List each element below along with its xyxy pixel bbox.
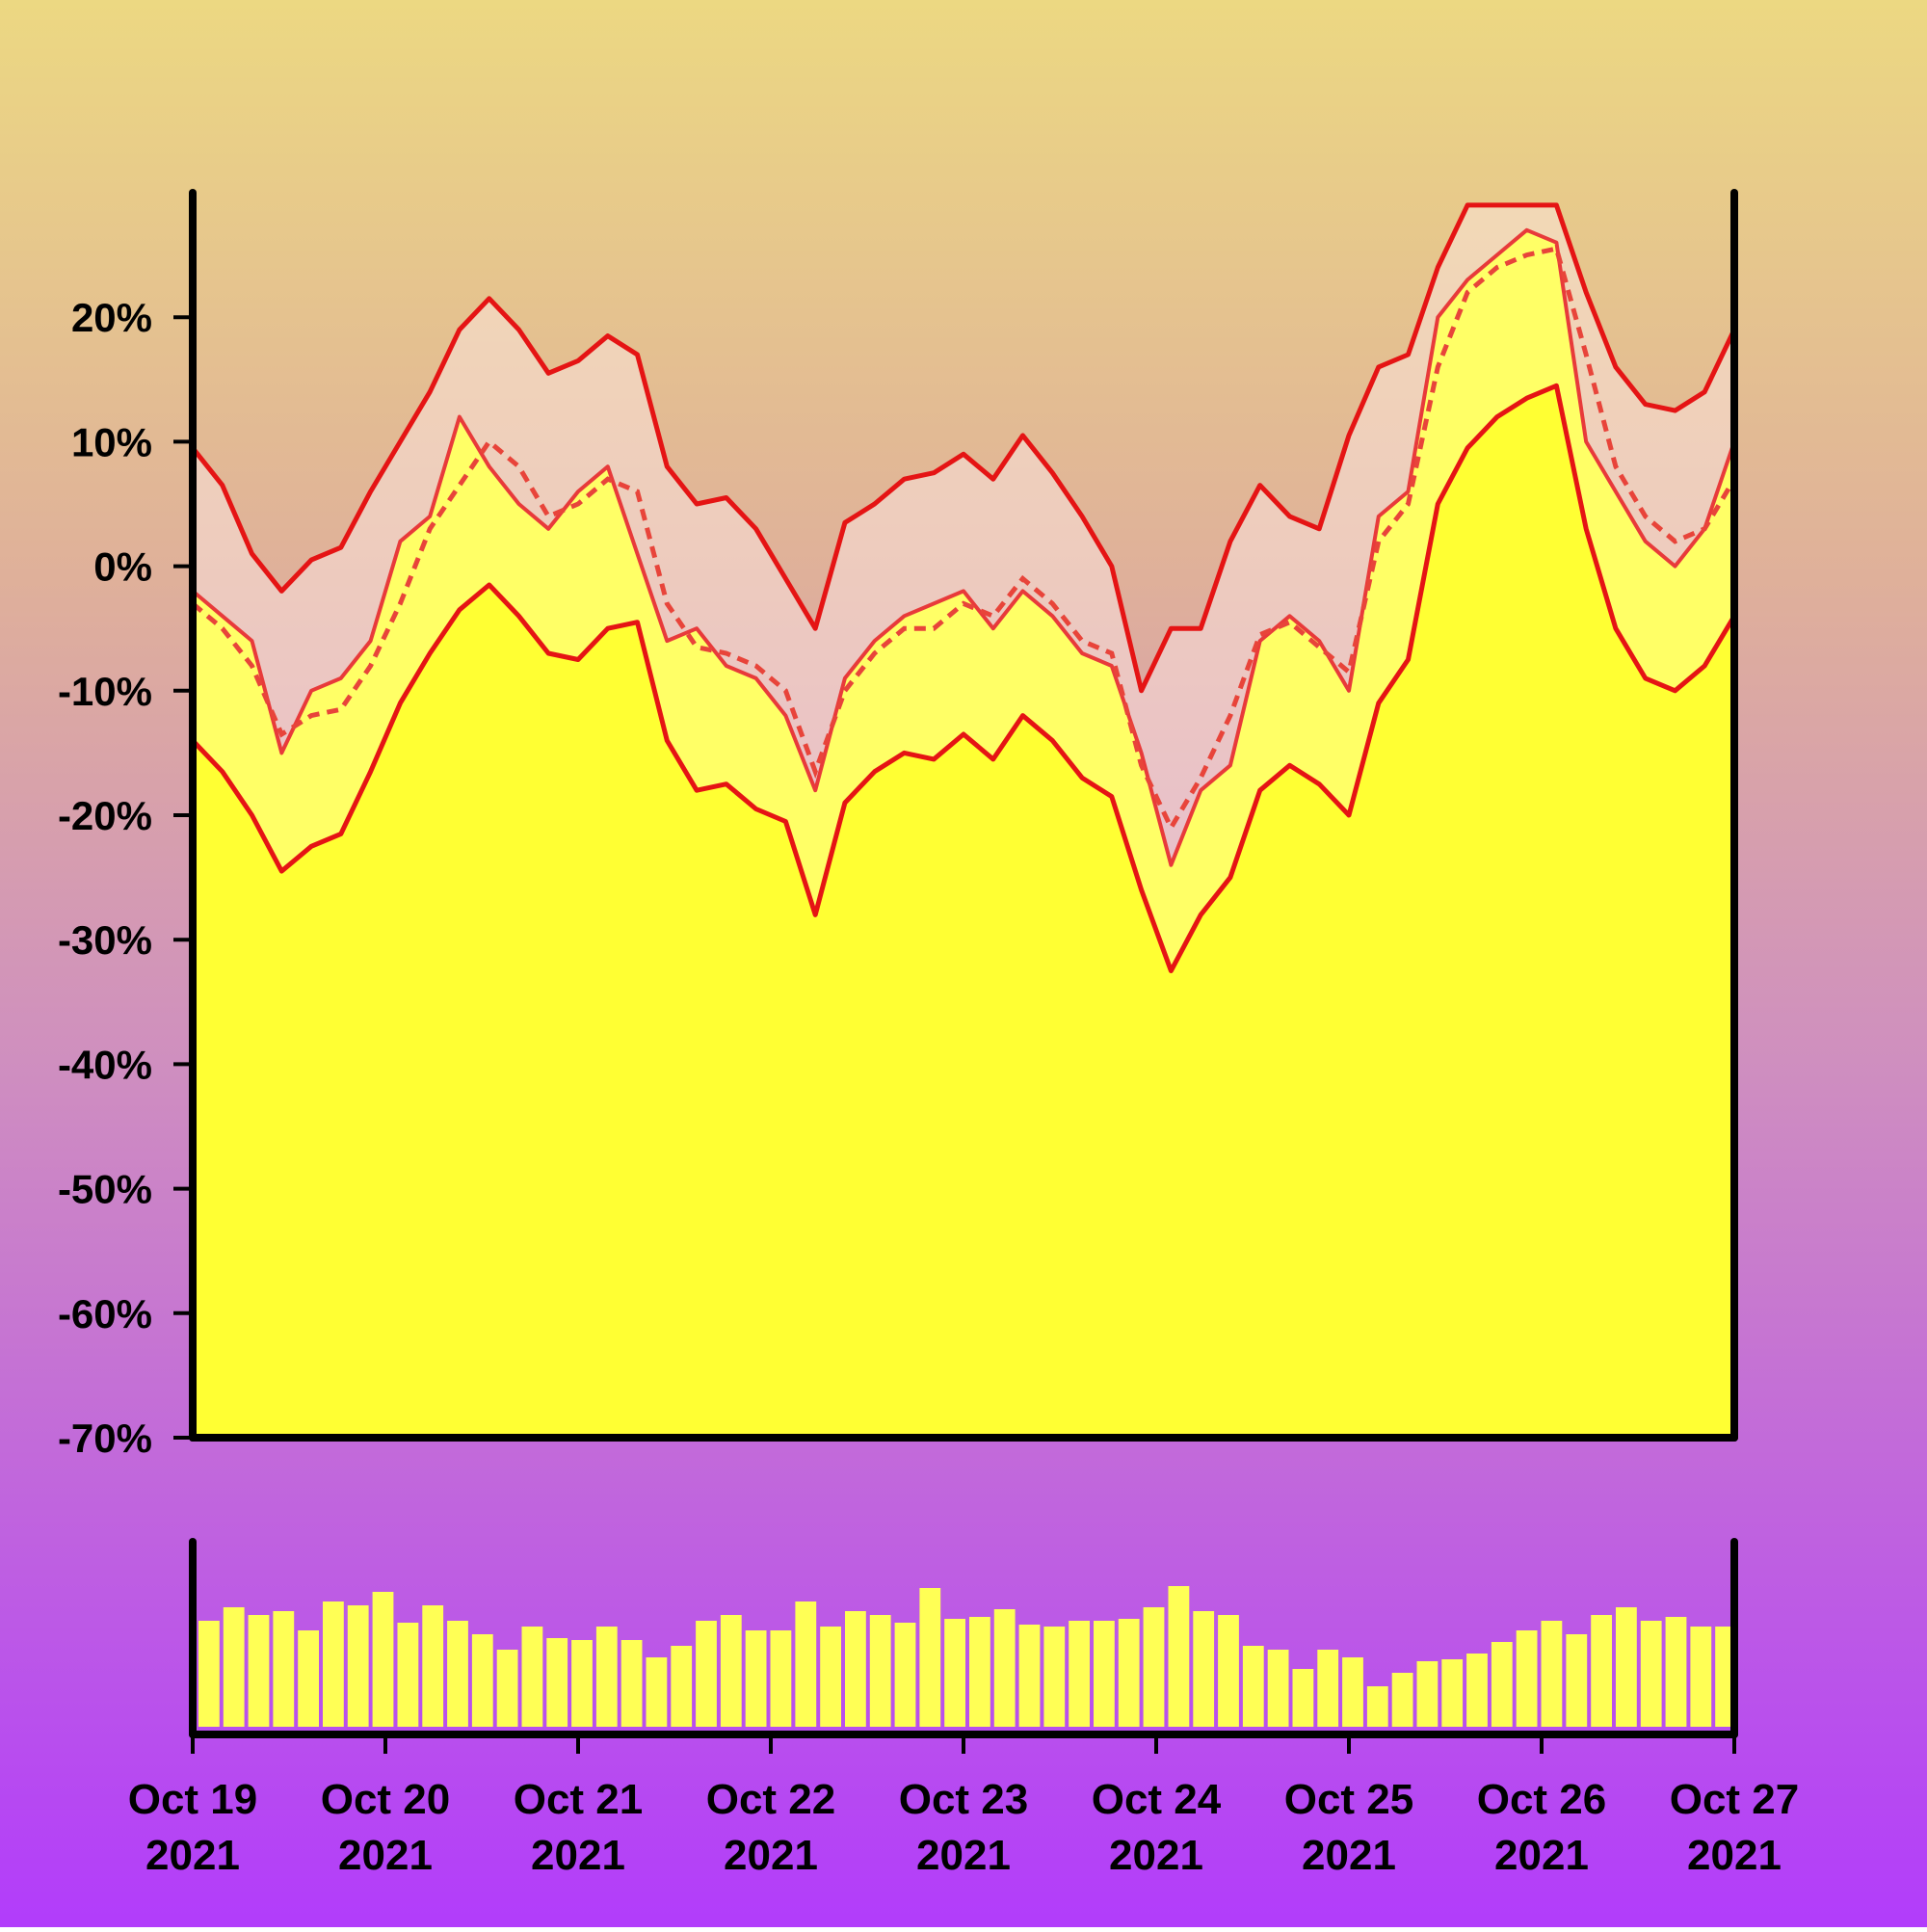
volume-bar xyxy=(1665,1617,1687,1727)
volume-bar xyxy=(1690,1627,1712,1727)
volume-bar xyxy=(795,1601,817,1727)
x-tick-label-year: 2021 xyxy=(531,1832,625,1879)
volume-bar xyxy=(223,1607,245,1727)
y-tick-label: -20% xyxy=(58,793,152,838)
volume-bar xyxy=(1069,1621,1090,1727)
volume-bar xyxy=(1193,1611,1215,1727)
volume-bar xyxy=(347,1605,369,1727)
x-tick-label-year: 2021 xyxy=(724,1832,818,1879)
volume-bar xyxy=(696,1621,717,1727)
volume-bar xyxy=(323,1601,344,1727)
volume-bar xyxy=(571,1640,593,1727)
volume-bar xyxy=(248,1615,270,1727)
observed-line xyxy=(191,227,1736,867)
volume-bar xyxy=(646,1657,668,1727)
y-tick-label: -60% xyxy=(58,1291,152,1337)
x-tick-label-year: 2021 xyxy=(1302,1832,1396,1879)
volume-bar xyxy=(993,1609,1016,1727)
y-tick-label: -50% xyxy=(58,1167,152,1212)
volume-bar xyxy=(845,1611,866,1727)
volume-bar xyxy=(1616,1607,1637,1727)
x-tick-label-date: Oct 21 xyxy=(514,1776,644,1823)
mean-line xyxy=(191,246,1737,834)
volume-bar xyxy=(969,1617,990,1727)
volume-bar xyxy=(1118,1619,1140,1727)
volume-bar xyxy=(1043,1627,1066,1727)
volume-bar xyxy=(1516,1630,1538,1727)
x-tick-label-year: 2021 xyxy=(145,1832,240,1879)
volume-bar xyxy=(521,1627,543,1727)
volume-bar xyxy=(1267,1650,1289,1727)
volume-bar xyxy=(944,1619,965,1727)
y-tick-label: 20% xyxy=(71,295,152,340)
volume-bar xyxy=(496,1650,518,1727)
volume-bar xyxy=(1292,1669,1314,1727)
volume-bar xyxy=(894,1623,916,1727)
volume-bar xyxy=(1441,1659,1464,1727)
volume-bar xyxy=(1342,1657,1363,1727)
x-tick-label-date: Oct 23 xyxy=(899,1776,1029,1823)
volume-bar xyxy=(1640,1621,1662,1727)
volume-bar xyxy=(1541,1621,1563,1727)
y-tick-label: -70% xyxy=(58,1416,152,1461)
volume-bar xyxy=(422,1605,444,1727)
volume-bar xyxy=(770,1630,792,1727)
x-tick-label-year: 2021 xyxy=(1109,1832,1203,1879)
volume-bar xyxy=(745,1630,767,1727)
x-tick-label-year: 2021 xyxy=(916,1832,1011,1879)
y-tick-label: -40% xyxy=(58,1042,152,1087)
volume-bar xyxy=(1466,1654,1488,1727)
x-tick-label-date: Oct 24 xyxy=(1092,1776,1222,1823)
volume-plot xyxy=(198,1586,1736,1727)
volume-bar xyxy=(1018,1625,1041,1727)
volume-bar xyxy=(1143,1607,1165,1727)
volume-bar xyxy=(1391,1673,1413,1727)
x-tick-label-date: Oct 26 xyxy=(1477,1776,1607,1823)
volume-bar xyxy=(1491,1642,1513,1727)
volume-bar xyxy=(1591,1615,1612,1727)
x-tick-label-date: Oct 20 xyxy=(321,1776,451,1823)
x-tick-label-date: Oct 27 xyxy=(1670,1776,1800,1823)
volume-bar xyxy=(1218,1615,1239,1727)
lower-band-line xyxy=(191,383,1737,973)
x-tick-label-date: Oct 22 xyxy=(706,1776,836,1823)
volume-bar xyxy=(1242,1646,1264,1727)
y-tick-label: 0% xyxy=(93,544,152,590)
axes: 20% 10% 0% -10% -20% -30% -40% -50% -60% -70% Oct … xyxy=(58,189,1800,1879)
volume-bar xyxy=(720,1615,742,1727)
y-tick-label: -30% xyxy=(58,917,152,963)
upper-band-line xyxy=(191,202,1737,694)
main-plot xyxy=(191,202,1737,1438)
volume-bar xyxy=(820,1627,841,1727)
volume-bar xyxy=(1566,1634,1588,1727)
volume-bar xyxy=(273,1611,295,1727)
volume-bar xyxy=(869,1615,891,1727)
x-tick-label-date: Oct 25 xyxy=(1284,1776,1414,1823)
volume-bar xyxy=(671,1646,693,1727)
volume-bar xyxy=(397,1623,419,1727)
volume-bar xyxy=(198,1621,220,1727)
x-tick-label-year: 2021 xyxy=(338,1832,433,1879)
volume-bar xyxy=(620,1640,643,1727)
volume-bar xyxy=(1094,1621,1115,1727)
volume-bar xyxy=(546,1638,568,1727)
volume-bar xyxy=(471,1634,493,1727)
volume-bar xyxy=(595,1627,618,1727)
volume-bar xyxy=(1366,1686,1388,1727)
x-tick-label-date: Oct 19 xyxy=(128,1776,258,1823)
volume-bar xyxy=(372,1592,394,1727)
x-tick-label-year: 2021 xyxy=(1494,1832,1589,1879)
volume-bar xyxy=(298,1630,319,1727)
volume-bar xyxy=(1317,1650,1339,1727)
volume-bar xyxy=(1416,1661,1439,1727)
y-tick-label: -10% xyxy=(58,669,152,714)
volume-bar xyxy=(1168,1586,1190,1727)
volume-bar xyxy=(919,1588,941,1727)
y-tick-label: 10% xyxy=(71,419,152,464)
lower-band-area xyxy=(193,385,1734,1438)
x-tick-label-year: 2021 xyxy=(1687,1832,1782,1879)
volume-bar xyxy=(447,1621,468,1727)
